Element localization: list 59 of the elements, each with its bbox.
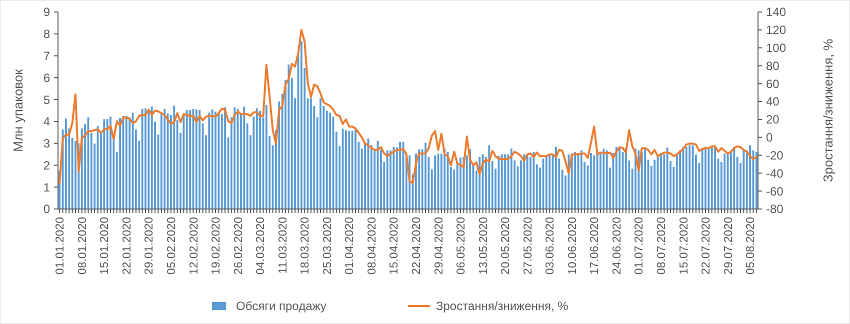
x-tick-label: 08.07.2020 [656,217,668,275]
y-tick-label: 5 [43,92,50,107]
y-axis-title: Млн упаковок [10,68,26,152]
x-tick-label: 29.04.2020 [433,217,446,275]
x-tick-label: 12.02.2020 [188,217,200,275]
y2-tick-label: 40 [766,94,780,109]
x-tick-label: 03.06.2020 [544,217,557,275]
x-tick-label: 17.06.2020 [589,217,602,275]
x-tick-label: 22.01.2020 [121,217,134,275]
y-tick-label: 6 [43,70,50,85]
line-series [58,28,758,184]
x-tick-label: 15.07.2020 [678,217,690,275]
y2-tick-label: 140 [766,5,786,20]
x-tick-label: 15.01.2020 [99,217,112,275]
y2-tick-label: -60 [766,184,784,198]
y2-tick-label: 120 [766,23,786,38]
x-tick-label: 01.07.2020 [634,217,646,275]
y2-axis-title: Зростання/зниження, % [820,38,836,182]
y2-tick-label: -40 [766,166,784,180]
x-tick-label: 06.05.2020 [456,217,468,275]
y2-tick-label: -80 [766,202,784,216]
y2-tick-label: 100 [766,41,786,56]
y-tick-label: 8 [43,27,50,42]
x-tick-label: 08.04.2020 [366,217,378,275]
y2-tick-label: 60 [766,76,780,91]
x-tick-label: 04.03.2020 [255,217,268,275]
x-tick-label: 24.06.2020 [611,217,624,275]
x-tick-label: 01.04.2020 [344,217,356,275]
legend-label: Зростання/зниження, % [436,299,569,314]
x-tick-label: 13.05.2020 [478,217,490,275]
y-tick-label: 4 [43,114,50,129]
x-tick-label: 26.02.2020 [232,217,245,275]
legend-label: Обсяги продажу [236,299,326,314]
y-tick-label: 1 [43,180,50,194]
x-tick-label: 15.04.2020 [388,217,401,275]
y2-tick-label: 80 [766,58,780,73]
x-tick-label: 19.02.2020 [210,217,223,275]
y-tick-label: 3 [43,136,50,151]
x-tick-label: 18.03.2020 [300,217,312,275]
x-tick-label: 05.08.2020 [745,217,758,275]
x-tick-label: 22.04.2020 [410,217,423,275]
x-tick-label: 01.01.2020 [54,217,67,275]
x-tick-label: 25.03.2020 [322,217,334,275]
y-tick-label: 0 [43,202,50,216]
x-tick-label: 29.07.2020 [722,217,735,275]
y-tick-label: 7 [43,48,50,63]
y-tick-label: 2 [43,158,50,172]
x-tick-label: 08.01.2020 [76,217,89,275]
x-tick-label: 29.01.2020 [144,217,156,275]
x-tick-label: 10.06.2020 [566,217,579,275]
x-tick-label: 27.05.2020 [522,217,534,275]
y2-tick-label: -20 [766,148,784,162]
x-tick-label: 05.02.2020 [166,217,178,275]
y2-tick-label: 0 [766,130,773,145]
y-tick-label: 9 [43,5,50,20]
y2-tick-label: 20 [766,112,780,127]
x-tick-label: 22.07.2020 [700,217,713,275]
x-tick-label: 20.05.2020 [500,217,512,275]
x-tick-label: 11.03.2020 [277,217,290,274]
